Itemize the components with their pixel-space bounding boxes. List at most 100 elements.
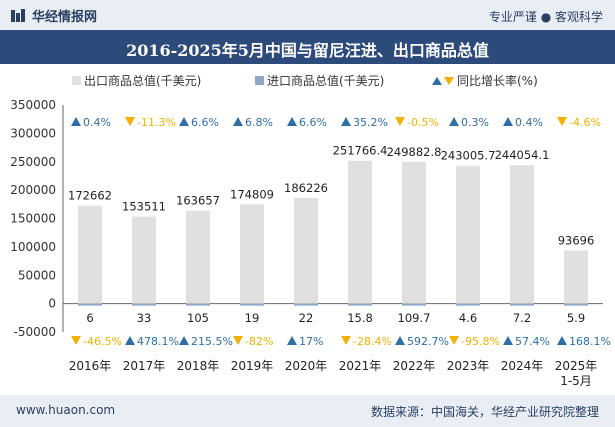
import-growth-arrow-icon (287, 336, 297, 345)
import-value-label: 15.8 (347, 311, 373, 325)
export-value-label: 186226 (284, 181, 328, 195)
legend-label-import: 进口商品总值(千美元) (267, 73, 384, 88)
export-growth-arrow-icon (125, 117, 135, 126)
import-growth-arrow-icon (503, 336, 513, 345)
import-value-label: 4.6 (459, 311, 477, 325)
x-tick-label: 2018年 (177, 359, 220, 373)
export-growth-arrow-icon (71, 117, 81, 126)
import-growth-label: -95.8% (461, 335, 500, 348)
export-growth-arrow-icon (395, 117, 405, 126)
export-bar (402, 161, 426, 304)
export-growth-label: -11.3% (137, 116, 176, 129)
import-value-label: 105 (187, 311, 209, 325)
export-value-label: 249882.8 (387, 145, 442, 159)
export-value-label: 243005.7 (441, 149, 496, 163)
export-growth-label: 35.2% (353, 116, 388, 129)
export-bar (240, 204, 264, 304)
export-growth-label: 0.4% (83, 116, 111, 129)
export-value-label: 251766.4 (333, 144, 388, 158)
export-value-label: 174809 (230, 187, 274, 201)
x-tick-label: 2021年 (339, 359, 382, 373)
import-growth-arrow-icon (125, 336, 135, 345)
import-growth-arrow-icon (449, 336, 459, 345)
export-growth-label: 6.8% (245, 116, 273, 129)
y-tick-label: 300000 (10, 126, 56, 140)
y-tick-label: 200000 (10, 183, 56, 197)
export-bar (348, 160, 372, 304)
y-tick-label: 250000 (10, 155, 56, 169)
chart-plot: 出口商品总值(千美元) 进口商品总值(千美元) 同比增长率(%) 350000 3000… (10, 73, 611, 388)
export-bar (510, 165, 534, 304)
import-bar (564, 303, 588, 306)
export-bar (186, 210, 210, 304)
import-value-label: 5.9 (567, 311, 585, 325)
export-growth-arrow-icon (287, 117, 297, 126)
x-tick-label: 2022年 (393, 359, 436, 373)
x-tick-label: 1-5月 (560, 374, 592, 388)
import-bar (132, 303, 156, 306)
import-growth-arrow-icon (179, 336, 189, 345)
import-growth-label: -46.5% (83, 335, 122, 348)
footer-bar: www.huaon.com 数据来源：中国海关，华经产业研究院整理 (0, 395, 615, 427)
x-tick-label: 2025年 (555, 359, 598, 373)
legend-up-triangle-icon (432, 77, 442, 85)
import-bar (456, 303, 480, 306)
import-value-label: 33 (137, 311, 152, 325)
export-value-label: 172662 (68, 189, 112, 203)
brand: 华经情报网 (10, 6, 97, 25)
import-growth-arrow-icon (395, 336, 405, 345)
footer-source: 数据来源：中国海关，华经产业研究院整理 (370, 405, 599, 419)
export-bar (564, 250, 588, 304)
title-bar: 2016-2025年5月中国与留尼汪进、出口商品总值 (0, 30, 615, 64)
import-growth-label: 592.7% (407, 335, 449, 348)
import-growth-arrow-icon (557, 336, 567, 345)
chart-title: 2016-2025年5月中国与留尼汪进、出口商品总值 (126, 41, 489, 60)
export-value-label: 163657 (176, 194, 220, 208)
export-value-label: 244054.1 (495, 148, 550, 162)
import-growth-label: 17% (299, 335, 323, 348)
tagline: 专业严谨 ● 客观科学 (488, 10, 603, 24)
y-tick-label: 350000 (10, 98, 56, 112)
y-tick-label: 0 (48, 297, 56, 311)
export-growth-label: 6.6% (191, 116, 219, 129)
import-growth-label: -82% (245, 335, 273, 348)
brand-logo-icon (11, 8, 25, 22)
import-value-label: 22 (299, 311, 314, 325)
legend-swatch-import (255, 76, 264, 85)
export-growth-label: 0.4% (515, 116, 543, 129)
import-growth-label: 215.5% (191, 335, 233, 348)
export-growth-arrow-icon (179, 117, 189, 126)
export-bar (294, 197, 318, 304)
import-growth-label: 57.4% (515, 335, 550, 348)
import-growth-label: 478.1% (137, 335, 179, 348)
import-growth-arrow-icon (233, 336, 243, 345)
import-growth-label: -28.4% (353, 335, 392, 348)
export-growth-arrow-icon (341, 117, 351, 126)
export-growth-arrow-icon (557, 117, 567, 126)
import-bar (240, 303, 264, 306)
export-growth-arrow-icon (233, 117, 243, 126)
y-tick-label: 100000 (10, 240, 56, 254)
export-bar (78, 205, 102, 304)
import-value-label: 19 (245, 311, 260, 325)
export-growth-label: -4.6% (569, 116, 601, 129)
import-bar (186, 303, 210, 306)
export-growth-label: -0.5% (407, 116, 439, 129)
import-bar (402, 303, 426, 306)
y-tick-label: 150000 (10, 212, 56, 226)
x-tick-label: 2024年 (501, 359, 544, 373)
import-bar (348, 303, 372, 306)
export-growth-label: 6.6% (299, 116, 327, 129)
legend-label-export: 出口商品总值(千美元) (84, 73, 201, 88)
import-bar (78, 303, 102, 306)
import-value-label: 7.2 (513, 311, 531, 325)
top-bar: 华经情报网 专业严谨 ● 客观科学 (0, 0, 615, 30)
brand-name: 华经情报网 (32, 10, 98, 25)
x-tick-label: 2017年 (123, 359, 166, 373)
x-tick-label: 2016年 (69, 359, 112, 373)
import-value-label: 6 (86, 311, 93, 325)
legend-down-triangle-icon (444, 77, 454, 85)
export-growth-label: 0.3% (461, 116, 489, 129)
export-bar (132, 216, 156, 304)
